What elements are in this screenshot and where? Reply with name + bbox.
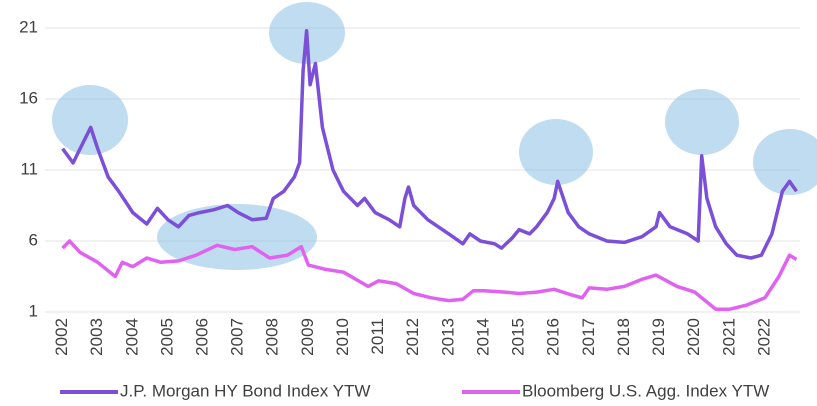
y-tick-label: 21 xyxy=(19,17,38,36)
x-tick-label: 2008 xyxy=(263,318,282,356)
x-tick-label: 2020 xyxy=(684,318,703,356)
grid xyxy=(45,27,800,313)
highlight xyxy=(52,85,128,155)
y-tick-label: 16 xyxy=(19,88,38,107)
x-tick-label: 2014 xyxy=(473,318,492,356)
y-tick-label: 11 xyxy=(20,159,38,178)
x-tick-label: 2021 xyxy=(719,318,738,356)
x-tick-label: 2015 xyxy=(509,318,528,356)
series-line xyxy=(61,239,798,311)
x-tick-label: 2016 xyxy=(544,318,563,356)
x-tick-label: 2019 xyxy=(649,318,668,356)
highlight xyxy=(519,119,593,185)
x-tick-label: 2022 xyxy=(754,318,773,356)
x-tick-label: 2017 xyxy=(579,318,598,356)
y-tick-label: 6 xyxy=(29,230,38,249)
highlight xyxy=(665,89,739,155)
x-tick-label: 2003 xyxy=(87,318,106,356)
plot xyxy=(61,29,798,311)
x-tick-label: 2013 xyxy=(438,318,457,356)
x-tick-label: 2005 xyxy=(157,318,176,356)
highlights xyxy=(52,2,817,270)
x-tick-label: 2006 xyxy=(193,318,212,356)
x-tick-label: 2012 xyxy=(403,318,422,356)
x-tick-label: 2018 xyxy=(614,318,633,356)
x-tick-label: 2009 xyxy=(298,318,317,356)
highlight xyxy=(753,129,817,195)
y-tick-label: 1 xyxy=(29,301,38,320)
x-tick-label: 2004 xyxy=(122,318,141,356)
series-line xyxy=(61,29,798,260)
x-tick-label: 2007 xyxy=(228,318,247,356)
x-tick-label: 2011 xyxy=(368,318,387,355)
x-tick-label: 2010 xyxy=(333,318,352,356)
legend-label: Bloomberg U.S. Agg. Index YTW xyxy=(522,381,769,400)
x-tick-label: 2002 xyxy=(52,318,71,356)
legend-label: J.P. Morgan HY Bond Index YTW xyxy=(120,381,370,400)
